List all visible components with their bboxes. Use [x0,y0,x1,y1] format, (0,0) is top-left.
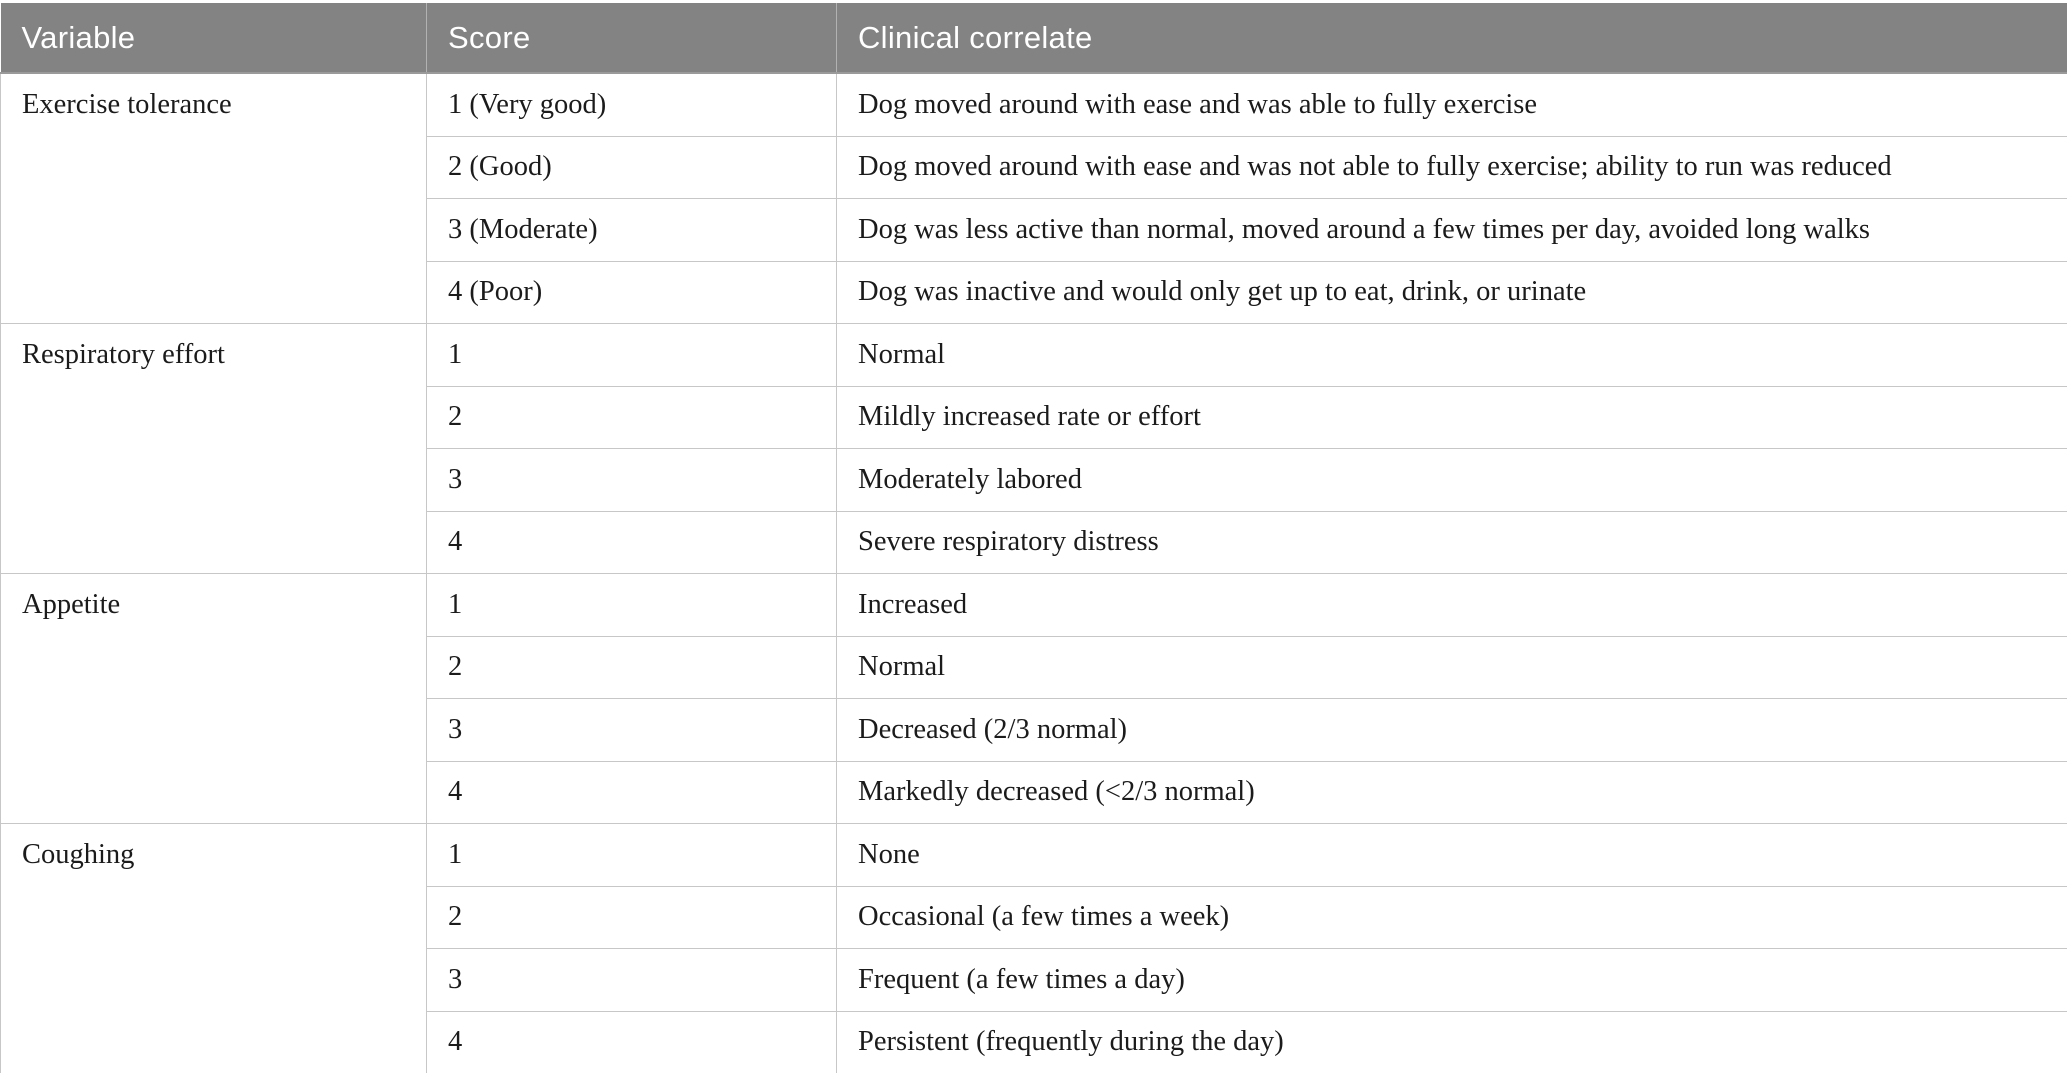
table-row: 4 Markedly decreased (<2/3 normal) [1,760,2067,824]
correlate-cell: Dog moved around with ease and was not a… [836,135,2067,199]
score-cell: 2 [426,635,837,699]
score-cell: 3 [426,448,837,512]
score-cell: 3 [426,948,837,1012]
table-row: 2 Normal [1,635,2067,699]
correlate-cell: Dog was less active than normal, moved a… [836,198,2067,262]
correlate-cell: Persistent (frequently during the day) [836,1010,2067,1073]
table-row: 2 Occasional (a few times a week) [1,885,2067,949]
score-cell: 1 [426,573,837,637]
table-row: Exercise tolerance 1 (Very good) Dog mov… [0,72,2067,324]
correlate-cell: Occasional (a few times a week) [836,885,2067,949]
column-header-variable: Variable [0,3,427,74]
score-cell: 4 (Poor) [426,260,837,324]
score-cell: 1 (Very good) [426,72,837,137]
correlate-cell: Dog was inactive and would only get up t… [836,260,2067,324]
table-row: 4 Persistent (frequently during the day) [1,1010,2067,1073]
table-row: 3 Decreased (2/3 normal) [1,698,2067,762]
variable-cell-coughing: Coughing [0,823,427,1073]
correlate-cell: None [836,823,2067,887]
table-row: 3 (Moderate) Dog was less active than no… [1,198,2067,262]
variable-cell-respiratory-effort: Respiratory effort [0,323,427,574]
correlate-cell: Mildly increased rate or effort [836,385,2067,449]
score-cell: 2 (Good) [426,135,837,199]
score-cell: 4 [426,1010,837,1073]
correlate-cell: Moderately labored [836,448,2067,512]
variable-cell-exercise-tolerance: Exercise tolerance [0,72,427,324]
table-row: 2 (Good) Dog moved around with ease and … [1,135,2067,199]
table-row: Coughing 1 None [0,823,2067,1073]
score-cell: 3 [426,698,837,762]
score-cell: 4 [426,760,837,824]
correlate-cell: Markedly decreased (<2/3 normal) [836,760,2067,824]
score-cell: 4 [426,510,837,574]
column-header-correlate: Clinical correlate [836,3,2067,74]
correlate-cell: Increased [836,573,2067,637]
clinical-score-table: Variable Score Clinical correlate Exerci… [0,3,2067,1073]
table-row: 2 Mildly increased rate or effort [1,385,2067,449]
variable-cell-appetite: Appetite [0,573,427,824]
table-row: Appetite 1 Increased [0,573,2067,824]
score-cell: 2 [426,385,837,449]
table-row: Respiratory effort 1 Normal [0,323,2067,574]
table-row: 3 Moderately labored [1,448,2067,512]
header-row: Variable Score Clinical correlate [0,3,2067,74]
table-row: 3 Frequent (a few times a day) [1,948,2067,1012]
correlate-cell: Normal [836,323,2067,387]
correlate-cell: Dog moved around with ease and was able … [836,72,2067,137]
score-cell: 3 (Moderate) [426,198,837,262]
score-cell: 1 [426,823,837,887]
correlate-cell: Severe respiratory distress [836,510,2067,574]
table-row: 4 Severe respiratory distress [1,510,2067,574]
correlate-cell: Frequent (a few times a day) [836,948,2067,1012]
correlate-cell: Decreased (2/3 normal) [836,698,2067,762]
correlate-cell: Normal [836,635,2067,699]
column-header-score: Score [426,3,837,74]
score-cell: 1 [426,323,837,387]
score-cell: 2 [426,885,837,949]
table-row: 4 (Poor) Dog was inactive and would only… [1,260,2067,324]
